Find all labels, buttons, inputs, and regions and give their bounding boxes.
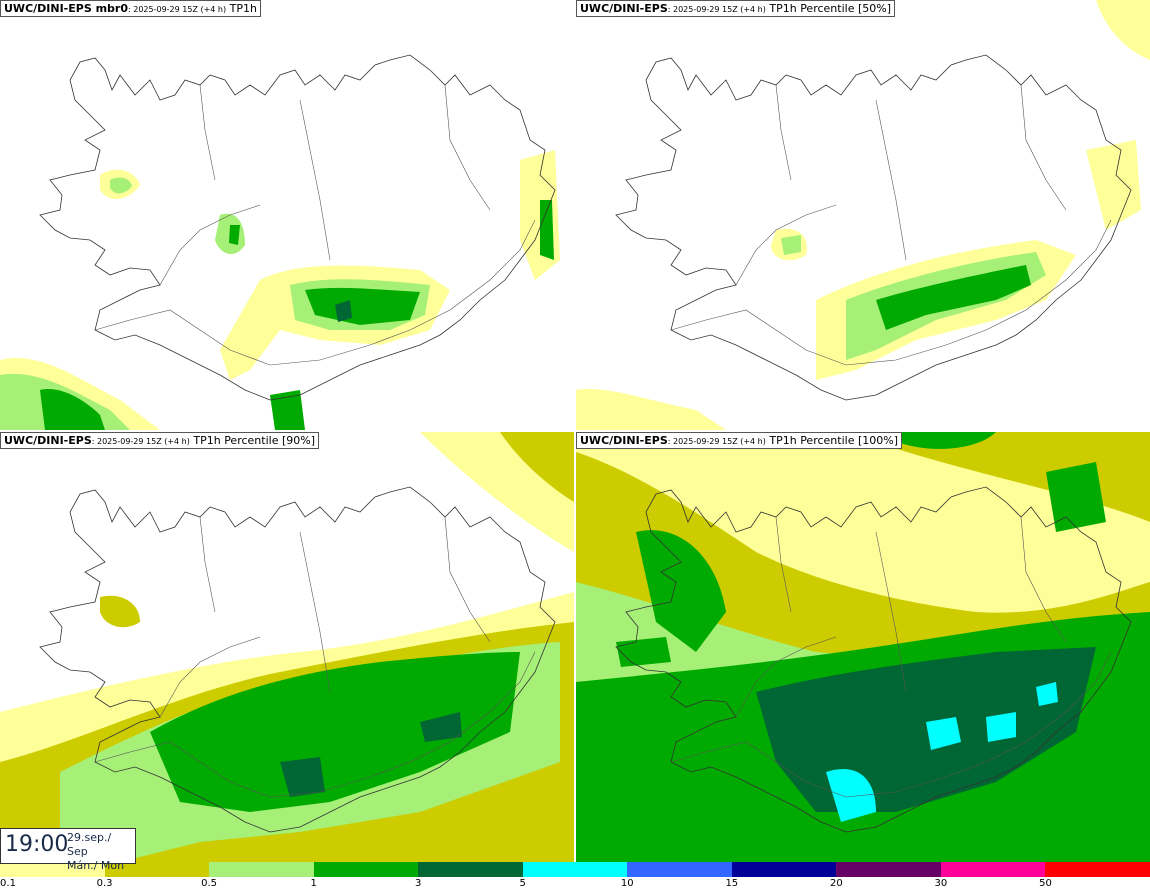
valid-date: 29.sep./ Sep Mán./ Mon: [67, 831, 125, 872]
legend-swatch: [627, 862, 732, 877]
legend-tick-label: 30: [934, 878, 948, 889]
map-panel-p90: UWC/DINI-EPS: 2025-09-29 15Z (+4 h) TP1h…: [0, 432, 574, 862]
panel-title: UWC/DINI-EPS: 2025-09-29 15Z (+4 h) TP1h…: [576, 432, 902, 449]
panel-title: UWC/DINI-EPS: 2025-09-29 15Z (+4 h) TP1h…: [0, 432, 319, 449]
valid-time: 19:00: [5, 832, 69, 857]
precip-map: [576, 0, 1150, 430]
legend-tick-label: 1: [310, 878, 317, 889]
legend-swatch: [209, 862, 314, 877]
legend-tick-label: 15: [725, 878, 739, 889]
precip-map: [0, 432, 574, 862]
legend-swatch: [313, 862, 419, 877]
legend-tick-label: 20: [829, 878, 843, 889]
legend-colorbar: [0, 862, 1150, 877]
legend-swatch: [522, 862, 628, 877]
legend-tick-label: 3: [414, 878, 422, 889]
legend-swatch: [104, 862, 210, 877]
legend-swatch: [0, 862, 105, 877]
panel-title: UWC/DINI-EPS: 2025-09-29 15Z (+4 h) TP1h…: [576, 0, 895, 17]
legend-tick-label: 5: [519, 878, 526, 889]
panel-title: UWC/DINI-EPS mbr0: 2025-09-29 15Z (+4 h)…: [0, 0, 261, 17]
legend-tick-label: 0.3: [96, 878, 113, 889]
legend-tick-label: 0.1: [0, 878, 16, 889]
legend-swatch: [940, 862, 1046, 877]
legend-tick-label: 0.5: [201, 878, 218, 889]
precip-map: [576, 432, 1150, 862]
color-legend: 0.1 0.3 0.5 1 3 5 10 15 20 30 50: [0, 862, 1150, 891]
precip-map: [0, 0, 574, 430]
legend-tick-label: 50: [1039, 878, 1052, 889]
legend-swatch: [418, 862, 523, 877]
legend-swatch: [1045, 862, 1150, 877]
timestamp-box: 19:00 29.sep./ Sep Mán./ Mon: [0, 828, 136, 872]
map-panel-p50: UWC/DINI-EPS: 2025-09-29 15Z (+4 h) TP1h…: [576, 0, 1150, 430]
legend-swatch: [836, 862, 941, 877]
map-panel-mbr0: UWC/DINI-EPS mbr0: 2025-09-29 15Z (+4 h)…: [0, 0, 574, 430]
legend-tick-label: 10: [620, 878, 634, 889]
map-panel-p100: UWC/DINI-EPS: 2025-09-29 15Z (+4 h) TP1h…: [576, 432, 1150, 862]
legend-swatch: [731, 862, 837, 877]
